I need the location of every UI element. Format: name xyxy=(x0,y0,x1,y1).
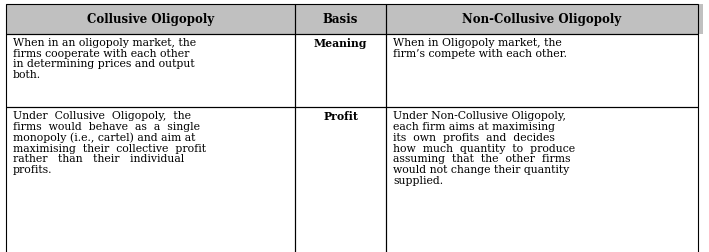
Text: monopoly (i.e., cartel) and aim at: monopoly (i.e., cartel) and aim at xyxy=(13,132,195,143)
Bar xyxy=(295,35,386,108)
Text: Non-Collusive Oligopoly: Non-Collusive Oligopoly xyxy=(462,13,621,26)
Text: how  much  quantity  to  produce: how much quantity to produce xyxy=(393,143,575,153)
Bar xyxy=(6,5,295,35)
Text: Under Non-Collusive Oligopoly,: Under Non-Collusive Oligopoly, xyxy=(393,111,566,121)
Text: rather   than   their   individual: rather than their individual xyxy=(13,154,184,164)
Text: would not change their quantity: would not change their quantity xyxy=(393,165,569,174)
Text: each firm aims at maximising: each firm aims at maximising xyxy=(393,122,555,132)
Text: firm’s compete with each other.: firm’s compete with each other. xyxy=(393,49,567,58)
Text: Profit: Profit xyxy=(323,111,358,122)
Text: firms cooperate with each other: firms cooperate with each other xyxy=(13,49,189,58)
Text: Under  Collusive  Oligopoly,  the: Under Collusive Oligopoly, the xyxy=(13,111,191,121)
Bar xyxy=(386,5,698,35)
Text: Basis: Basis xyxy=(323,13,358,26)
Text: in determining prices and output: in determining prices and output xyxy=(13,59,194,69)
Text: both.: both. xyxy=(13,70,41,80)
Text: supplied.: supplied. xyxy=(393,175,443,185)
Text: profits.: profits. xyxy=(13,165,52,174)
Bar xyxy=(295,5,386,35)
Text: When in Oligopoly market, the: When in Oligopoly market, the xyxy=(393,38,562,48)
Text: Collusive Oligopoly: Collusive Oligopoly xyxy=(87,13,214,26)
Bar xyxy=(6,35,295,108)
Text: maximising  their  collective  profit: maximising their collective profit xyxy=(13,143,206,153)
Text: assuming  that  the  other  firms: assuming that the other firms xyxy=(393,154,571,164)
Bar xyxy=(386,35,698,108)
Text: When in an oligopoly market, the: When in an oligopoly market, the xyxy=(13,38,196,48)
Bar xyxy=(6,5,703,35)
Text: Meaning: Meaning xyxy=(314,38,367,49)
Text: its  own  profits  and  decides: its own profits and decides xyxy=(393,132,555,142)
Text: firms  would  behave  as  a  single: firms would behave as a single xyxy=(13,122,200,132)
